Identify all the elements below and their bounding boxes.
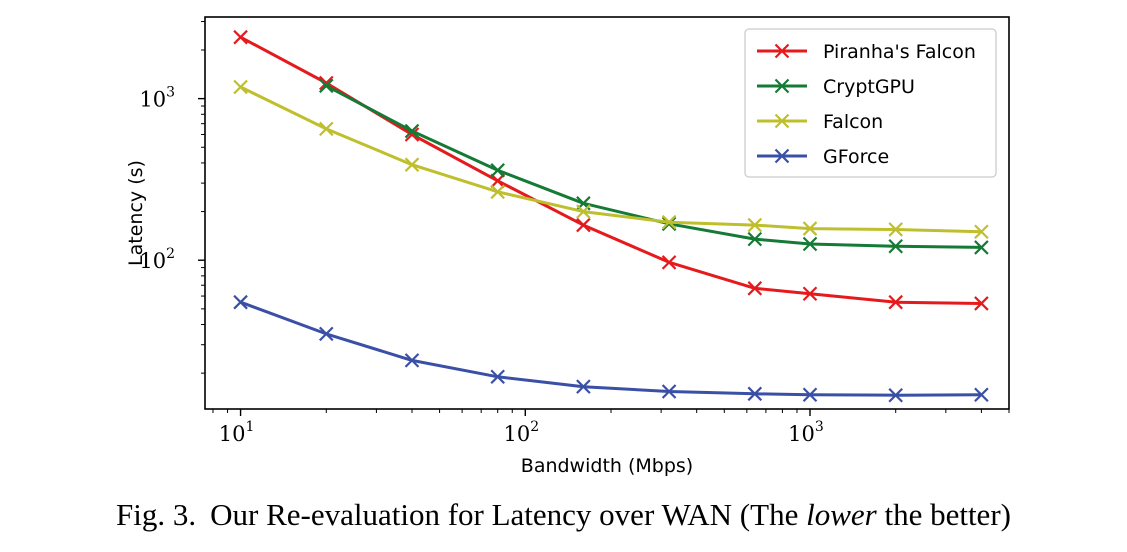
- data-point-marker-stroke: [576, 379, 591, 394]
- data-point-marker-stroke: [319, 326, 334, 342]
- plot-area: [233, 29, 989, 403]
- series-line: [240, 300, 982, 397]
- data-point-marker-stroke: [802, 236, 818, 252]
- legend-label: GForce: [823, 146, 889, 168]
- data-point-marker-stroke: [233, 294, 248, 310]
- legend-box: [744, 28, 997, 178]
- data-point-marker-stroke: [802, 286, 818, 302]
- data-point-marker-stroke: [576, 204, 591, 219]
- data-point-marker-stroke: [404, 127, 420, 142]
- data-point-marker-stroke: [888, 387, 903, 403]
- latency-chart: 101 102 103 102 103 Bandwidth (Mbps) Latency…: [125, 16, 1010, 477]
- data-point-marker-stroke: [974, 387, 989, 403]
- data-point-marker-stroke: [490, 163, 505, 178]
- legend: Piranha's Falcon CryptGPU Falcon GForce: [744, 28, 997, 178]
- x-tick-label: 102: [503, 419, 539, 446]
- data-point-marker-stroke: [233, 79, 248, 95]
- legend-entry: Piranha's Falcon: [757, 41, 976, 63]
- figure-caption: Fig. 3. Our Re-evaluation for Latency ove…: [0, 497, 1127, 533]
- data-point-marker-stroke: [490, 369, 505, 385]
- data-point-marker-stroke: [661, 214, 677, 230]
- data-point-marker-stroke: [404, 353, 420, 368]
- series-line: [239, 85, 982, 234]
- series-3: [233, 294, 989, 403]
- data-point-marker-stroke: [888, 222, 903, 237]
- y-tick-label: 102: [139, 246, 175, 273]
- caption-emphasis: lower: [806, 497, 877, 532]
- legend-entry: CryptGPU: [757, 76, 915, 98]
- data-point-marker-stroke: [747, 281, 763, 296]
- data-point-marker-stroke: [404, 123, 420, 139]
- axes-frame: [204, 16, 1010, 410]
- x-axis-label: Bandwidth (Mbps): [521, 455, 693, 477]
- legend-marker-stroke: [774, 113, 790, 129]
- data-point-marker-stroke: [490, 184, 505, 200]
- x-tick-label: 101: [219, 419, 255, 446]
- data-point-marker-stroke: [576, 217, 591, 233]
- data-point-marker-stroke: [319, 121, 334, 137]
- legend-entry: GForce: [757, 146, 889, 168]
- legend-label: Piranha's Falcon: [823, 41, 976, 63]
- y-axis-label: Latency (s): [125, 160, 147, 266]
- data-point-marker-stroke: [974, 296, 989, 311]
- data-point-marker-stroke: [233, 29, 248, 45]
- data-point-marker-stroke: [974, 224, 989, 240]
- legend-marker-stroke: [774, 78, 790, 94]
- x-tick-label: 103: [788, 419, 824, 446]
- y-tick-label: 103: [139, 85, 175, 112]
- data-point-marker-stroke: [490, 173, 505, 189]
- legend-marker-stroke: [774, 148, 790, 164]
- series-2: [233, 79, 989, 240]
- legend-label: Falcon: [823, 111, 883, 133]
- data-point-marker-stroke: [661, 255, 677, 270]
- legend-entry: Falcon: [757, 111, 883, 133]
- data-point-marker-stroke: [747, 231, 763, 247]
- caption-text: Our Re-evaluation for Latency over WAN (…: [210, 497, 807, 532]
- data-point-marker-stroke: [319, 75, 334, 91]
- data-point-marker-stroke: [974, 240, 989, 255]
- data-point-marker-stroke: [888, 238, 903, 254]
- data-point-marker-stroke: [661, 384, 677, 399]
- legend-label: CryptGPU: [823, 76, 915, 98]
- axis-ticks: 101 102 103 102 103: [139, 21, 1010, 446]
- data-point-marker-stroke: [404, 157, 420, 172]
- legend-marker-stroke: [774, 43, 790, 59]
- data-point-marker-stroke: [319, 78, 334, 94]
- data-point-marker-stroke: [802, 387, 818, 403]
- data-point-marker-stroke: [888, 294, 903, 310]
- data-point-marker-stroke: [802, 221, 818, 236]
- caption-text-end: the better): [876, 497, 1011, 532]
- caption-label: Fig. 3.: [116, 497, 197, 532]
- data-point-marker-stroke: [661, 216, 677, 232]
- data-point-marker-stroke: [747, 217, 763, 233]
- data-point-marker-stroke: [747, 386, 763, 402]
